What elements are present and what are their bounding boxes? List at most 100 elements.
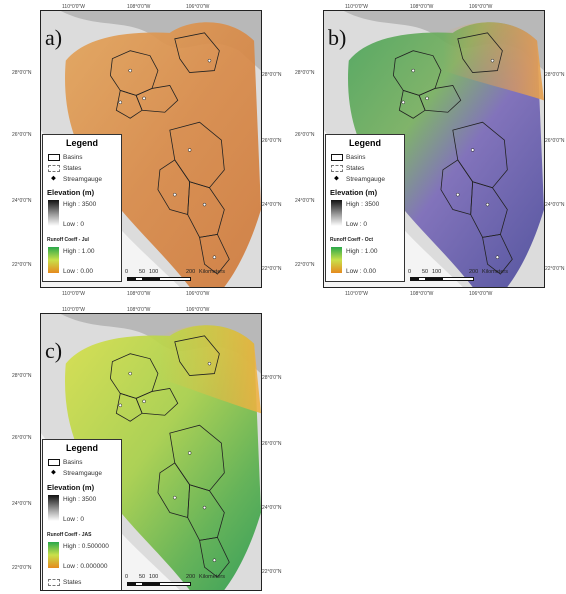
lat-label: 24°0'0"N [12, 198, 32, 204]
map-frame: b) Legend Basins States ⬥ Streamgauge El… [323, 10, 545, 288]
legend-title: Legend [65, 443, 98, 453]
lon-label: 108°0'0"W [127, 307, 151, 313]
scale-tick: 200 [186, 574, 196, 580]
basin-swatch [48, 154, 60, 161]
elevation-high: High : 3500 [346, 201, 380, 208]
runoff-ramp [48, 542, 59, 568]
lon-label: 106°0'0"W [186, 307, 210, 313]
lon-label: 106°0'0"W [186, 291, 210, 297]
lon-label: 108°0'0"W [127, 4, 151, 10]
lon-label: 106°0'0"W [186, 4, 210, 10]
panel-c: 110°0'0"W 108°0'0"W 106°0'0"W 28°0'0"N 2… [0, 305, 283, 594]
scale-tick: 200 [469, 269, 479, 275]
runoff-low: Low : 0.00 [346, 268, 376, 275]
lat-label: 28°0'0"N [295, 70, 315, 76]
legend-item: Basins [63, 459, 83, 466]
scale-tick: 0 [125, 574, 129, 580]
elevation-low: Low : 0 [346, 221, 367, 228]
elevation-high: High : 3500 [63, 201, 97, 208]
runoff-ramp [48, 247, 59, 273]
streamgauge-icon: ⬥ [51, 469, 56, 476]
lat-label: 26°0'0"N [545, 138, 565, 144]
basin-outlines [392, 32, 513, 275]
lon-label: 110°0'0"W [345, 4, 368, 10]
elevation-ramp [48, 495, 59, 521]
basin-swatch [48, 459, 60, 466]
lon-label: 110°0'0"W [62, 291, 85, 297]
scale-tick: 100 [149, 574, 159, 580]
streamgauge-points [118, 361, 217, 562]
state-swatch [48, 165, 60, 172]
runoff-surface [348, 22, 544, 287]
runoff-title: Runoff Coeff - Jul [47, 237, 89, 243]
runoff-surface-north [159, 325, 261, 414]
legend-item: States [63, 165, 82, 172]
scale-unit: Kilometers [199, 269, 225, 275]
elevation-high: High : 3500 [63, 496, 97, 503]
lat-label: 26°0'0"N [12, 132, 32, 138]
panel-a: 110°0'0"W 108°0'0"W 106°0'0"W 28°0'0"N 2… [0, 0, 283, 300]
legend-item: Streamgauge [346, 176, 386, 183]
lat-label: 26°0'0"N [262, 441, 282, 447]
runoff-title: Runoff Coeff - JAS [47, 532, 92, 538]
scale-tick: 50 [422, 269, 429, 275]
elevation-title: Elevation (m) [330, 188, 378, 197]
panel-label: a) [45, 25, 63, 50]
scale-unit: Kilometers [199, 574, 225, 580]
lon-label: 110°0'0"W [62, 307, 85, 313]
scale-tick: 100 [149, 269, 159, 275]
legend-item: Basins [346, 154, 366, 161]
basin-outlines [109, 335, 230, 578]
lat-label: 28°0'0"N [262, 375, 282, 381]
legend-item: Streamgauge [63, 470, 103, 477]
lat-label: 26°0'0"N [295, 132, 315, 138]
state-swatch [331, 165, 343, 172]
lat-label: 24°0'0"N [262, 202, 282, 208]
runoff-surface [65, 22, 261, 287]
legend: Legend Basins States ⬥ Streamgauge Eleva… [325, 134, 405, 282]
scale-tick: 50 [139, 269, 146, 275]
lon-label: 110°0'0"W [345, 291, 368, 297]
runoff-high: High : 0.500000 [63, 543, 109, 550]
lat-label: 22°0'0"N [295, 262, 315, 268]
lon-label: 108°0'0"W [410, 291, 434, 297]
elevation-ramp [48, 200, 59, 226]
runoff-high: High : 1.00 [346, 248, 378, 255]
scale-bar [410, 277, 474, 282]
lon-label: 108°0'0"W [410, 4, 434, 10]
legend-title: Legend [348, 138, 381, 148]
streamgauge-points [118, 58, 217, 259]
panel-label: b) [328, 25, 347, 50]
lat-label: 24°0'0"N [262, 505, 282, 511]
lat-label: 28°0'0"N [12, 373, 32, 379]
panel-b: 110°0'0"W 108°0'0"W 106°0'0"W 28°0'0"N 2… [283, 0, 566, 300]
runoff-ramp [331, 247, 342, 273]
scale-bar [127, 582, 191, 587]
lon-label: 108°0'0"W [127, 291, 151, 297]
runoff-title: Runoff Coeff - Oct [330, 237, 374, 243]
elevation-low: Low : 0 [63, 516, 84, 523]
lat-label: 22°0'0"N [12, 262, 32, 268]
legend-item: States [346, 165, 365, 172]
lat-label: 22°0'0"N [262, 266, 282, 272]
runoff-high: High : 1.00 [63, 248, 95, 255]
lat-label: 22°0'0"N [545, 266, 565, 272]
lat-label: 26°0'0"N [262, 138, 282, 144]
scale-tick: 200 [186, 269, 196, 275]
lat-label: 28°0'0"N [545, 72, 565, 78]
scale-tick: 100 [432, 269, 442, 275]
lon-label: 106°0'0"W [469, 4, 493, 10]
lon-label: 110°0'0"W [62, 4, 85, 10]
scale-tick: 0 [408, 269, 412, 275]
legend: Legend Basins ⬥ Streamgauge Elevation (m… [42, 439, 122, 590]
panel-label: c) [45, 338, 63, 363]
elevation-title: Elevation (m) [47, 483, 95, 492]
legend-title: Legend [65, 138, 98, 148]
legend-item: Streamgauge [63, 176, 103, 183]
lat-label: 22°0'0"N [12, 565, 32, 571]
lat-label: 22°0'0"N [262, 569, 282, 575]
map-frame: c) Legend Basins ⬥ Streamgauge Elevation… [40, 313, 262, 591]
streamgauge-points [401, 58, 500, 259]
lat-label: 24°0'0"N [545, 202, 565, 208]
lat-label: 24°0'0"N [295, 198, 315, 204]
